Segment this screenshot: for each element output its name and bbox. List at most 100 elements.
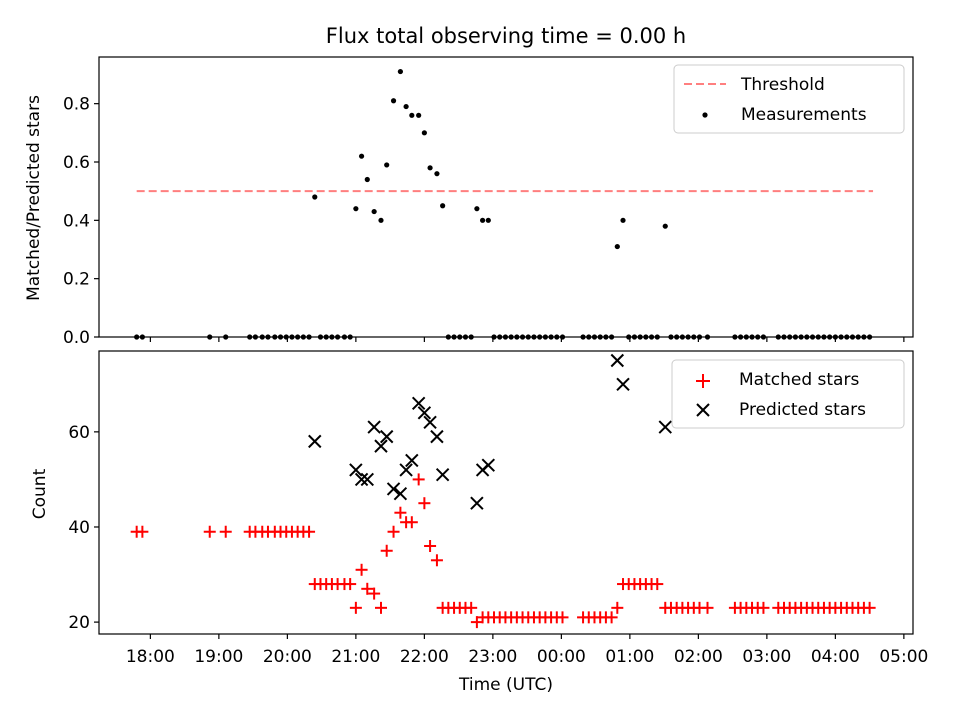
matched-star-point	[203, 525, 216, 538]
predicted-star-point	[386, 482, 401, 496]
measurement-point	[384, 162, 390, 168]
matched-star-point	[430, 554, 443, 567]
x-tick-label: 19:00	[194, 647, 243, 667]
count-panel: Count Time (UTC) 20 40 60 18:00 19:00 20:00 2…	[30, 350, 928, 695]
matched-star-point	[374, 601, 387, 614]
count-y-axis-label: Count	[30, 468, 50, 519]
measurement-point	[364, 176, 370, 183]
matched-star-point	[701, 601, 714, 614]
measurement-point	[440, 203, 446, 209]
predicted-star-point	[308, 434, 322, 449]
measurement-point	[371, 208, 377, 215]
measurement-legend-icon	[702, 112, 708, 118]
count-y-tick-label: 20	[68, 613, 90, 633]
predicted-star-point	[374, 439, 388, 453]
matched-star-point	[303, 525, 316, 538]
predicted-star-point-stroke	[610, 353, 625, 368]
measurement-point	[397, 68, 403, 75]
x-tick-label: 04:00	[811, 647, 860, 667]
predicted-star-point-stroke	[435, 467, 450, 482]
matched-star-point	[361, 582, 374, 595]
predicted-star-point-stroke	[308, 434, 322, 449]
predicted-star-point	[417, 406, 432, 420]
predicted-star-point	[349, 463, 363, 477]
x-tick-label: 02:00	[674, 647, 723, 667]
chart-title: Flux total observing time = 0.00 h	[326, 24, 686, 48]
count-legend: Matched stars Predicted stars	[671, 359, 905, 429]
count-y-tick-label: 40	[68, 518, 90, 538]
predicted-star-point-stroke	[658, 420, 672, 434]
count-x-axis: 18:00 19:00 20:00 21:00 22:00 23:00 00:00 01:00…	[126, 634, 928, 667]
matched-star-point	[368, 587, 381, 600]
x-tick-label: 05:00	[879, 647, 928, 667]
matched-star-point	[418, 497, 431, 510]
x-tick-label: 21:00	[331, 647, 380, 667]
predicted-star-point-stroke	[470, 496, 484, 510]
predicted-star-point-stroke	[399, 463, 413, 477]
matched-star-point	[863, 601, 876, 614]
x-tick-label: 03:00	[742, 647, 791, 667]
threshold-legend-label: Threshold	[740, 75, 825, 95]
measurement-point	[479, 217, 486, 223]
ratio-plot-frame	[98, 56, 914, 338]
predicted-star-point	[411, 396, 426, 411]
measurement-point	[409, 112, 415, 118]
predicted-legend-icon	[696, 403, 710, 417]
predicted-star-point-stroke	[367, 420, 381, 434]
x-tick-label: 01:00	[605, 647, 654, 667]
predicted-star-point	[405, 453, 419, 468]
ratio-y-tick-label: 0.2	[63, 270, 90, 290]
x-tick-label: 22:00	[400, 647, 449, 667]
predicted-star-point-stroke	[386, 482, 401, 496]
ratio-y-tick-label: 0.4	[63, 211, 90, 231]
x-axis-label: Time (UTC)	[458, 675, 553, 695]
matched-star-point	[394, 506, 407, 519]
predicted-star-point-stroke	[417, 406, 432, 420]
predicted-star-point	[616, 377, 630, 392]
matched-star-point	[349, 601, 362, 614]
matched-star-point	[380, 544, 393, 557]
measurement-point	[378, 217, 384, 223]
ratio-y-tick-label: 0.8	[63, 95, 90, 115]
measurement-legend-label: Measurements	[741, 105, 867, 125]
measurement-point	[403, 103, 409, 110]
matched-star-point	[465, 601, 478, 614]
predicted-legend-label: Predicted stars	[739, 400, 866, 420]
predicted-star-point-stroke	[405, 453, 419, 468]
predicted-star-point	[481, 458, 496, 472]
measurement-point	[474, 206, 480, 212]
count-points	[130, 353, 876, 629]
matched-star-point	[605, 611, 618, 624]
predicted-star-point-stroke	[354, 472, 369, 487]
predicted-star-point	[399, 463, 413, 477]
predicted-star-point-stroke	[393, 486, 408, 501]
measurement-point	[485, 217, 491, 223]
measurement-point	[312, 194, 318, 200]
measurement-point	[427, 165, 433, 171]
count-y-tick-label: 60	[68, 423, 90, 443]
x-tick-label: 00:00	[537, 647, 586, 667]
predicted-star-point	[360, 472, 374, 487]
measurement-point	[614, 243, 620, 250]
predicted-star-point	[393, 486, 408, 501]
predicted-star-point	[658, 420, 672, 434]
count-y-axis: 20 40 60	[68, 423, 99, 633]
matched-star-point	[344, 578, 357, 591]
ratio-legend-box	[673, 64, 905, 134]
matched-star-point	[355, 563, 368, 576]
ratio-panel: Flux total observing time = 0.00 h Match…	[24, 24, 914, 348]
matched-star-point	[757, 601, 770, 614]
measurement-point	[390, 98, 397, 104]
ratio-legend: Threshold Measurements	[673, 64, 905, 134]
predicted-star-point	[435, 467, 450, 482]
x-tick-label: 20:00	[263, 647, 312, 667]
predicted-star-point	[423, 415, 437, 430]
matched-star-point	[424, 540, 437, 553]
predicted-star-point-stroke	[423, 415, 437, 430]
matched-star-point	[556, 611, 569, 624]
count-plot-frame	[98, 350, 914, 635]
measurement-point	[662, 223, 668, 229]
measurement-point	[353, 206, 359, 212]
count-legend-box	[671, 359, 905, 429]
